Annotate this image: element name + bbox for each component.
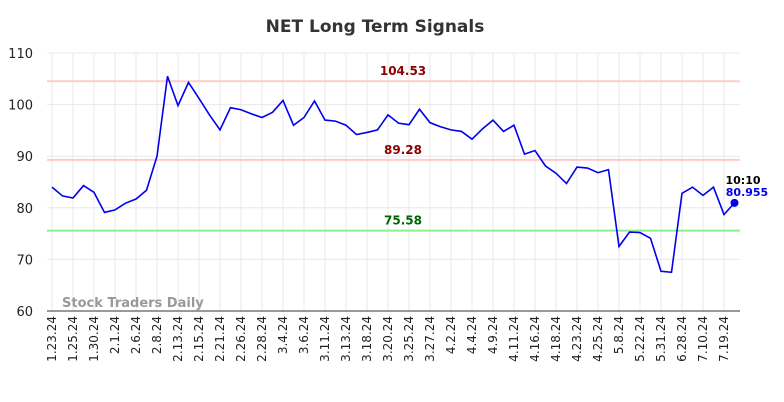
- last-time: 10:10: [725, 174, 760, 187]
- x-tick-label: 4.9.24: [486, 316, 500, 354]
- x-tick-label: 7.19.24: [717, 316, 731, 362]
- x-tick-label: 6.28.24: [675, 316, 689, 362]
- x-tick-label: 2.8.24: [150, 316, 164, 354]
- last-point: [730, 198, 739, 207]
- x-tick-label: 3.27.24: [423, 316, 437, 362]
- y-tick-label: 60: [16, 305, 33, 320]
- x-tick-label: 3.4.24: [276, 316, 290, 354]
- x-tick-label: 4.2.24: [444, 316, 458, 354]
- y-tick-label: 70: [16, 253, 33, 268]
- x-tick-label: 3.20.24: [381, 316, 395, 362]
- x-tick-label: 3.6.24: [297, 316, 311, 354]
- x-tick-label: 3.13.24: [339, 316, 353, 362]
- x-tick-label: 7.10.24: [696, 316, 710, 362]
- x-tick-label: 4.23.24: [570, 316, 584, 362]
- x-tick-label: 2.26.24: [234, 316, 248, 362]
- y-tick-label: 80: [16, 202, 33, 217]
- x-tick-label: 5.31.24: [654, 316, 668, 362]
- signal-label: 104.53: [380, 64, 426, 78]
- x-tick-label: 4.16.24: [528, 316, 542, 362]
- x-tick-label: 2.28.24: [255, 316, 269, 362]
- x-tick-label: 4.18.24: [549, 316, 563, 362]
- x-tick-label: 2.1.24: [108, 316, 122, 354]
- signal-label: 75.58: [384, 214, 422, 228]
- x-tick-label: 2.15.24: [192, 316, 206, 362]
- x-tick-label: 1.30.24: [87, 316, 101, 362]
- x-tick-label: 2.21.24: [213, 316, 227, 362]
- chart-title: NET Long Term Signals: [266, 17, 485, 37]
- y-tick-label: 100: [8, 99, 33, 114]
- y-tick-label: 110: [8, 47, 33, 62]
- x-tick-label: 4.4.24: [465, 316, 479, 354]
- x-tick-label: 1.25.24: [66, 316, 80, 362]
- x-tick-label: 5.8.24: [612, 316, 626, 354]
- x-tick-label: 4.11.24: [507, 316, 521, 362]
- x-tick-label: 2.13.24: [171, 316, 185, 362]
- last-value: 80.955: [726, 186, 768, 199]
- x-tick-label: 5.22.24: [633, 316, 647, 362]
- x-tick-label: 2.6.24: [129, 316, 143, 354]
- x-tick-label: 3.18.24: [360, 316, 374, 362]
- x-tick-label: 4.25.24: [591, 316, 605, 362]
- x-tick-label: 3.25.24: [402, 316, 416, 362]
- y-tick-label: 90: [16, 150, 33, 165]
- x-tick-label: 3.11.24: [318, 316, 332, 362]
- watermark: Stock Traders Daily: [62, 296, 204, 311]
- signal-label: 89.28: [384, 143, 422, 157]
- x-tick-label: 1.23.24: [45, 316, 59, 362]
- price-line: [51, 75, 736, 274]
